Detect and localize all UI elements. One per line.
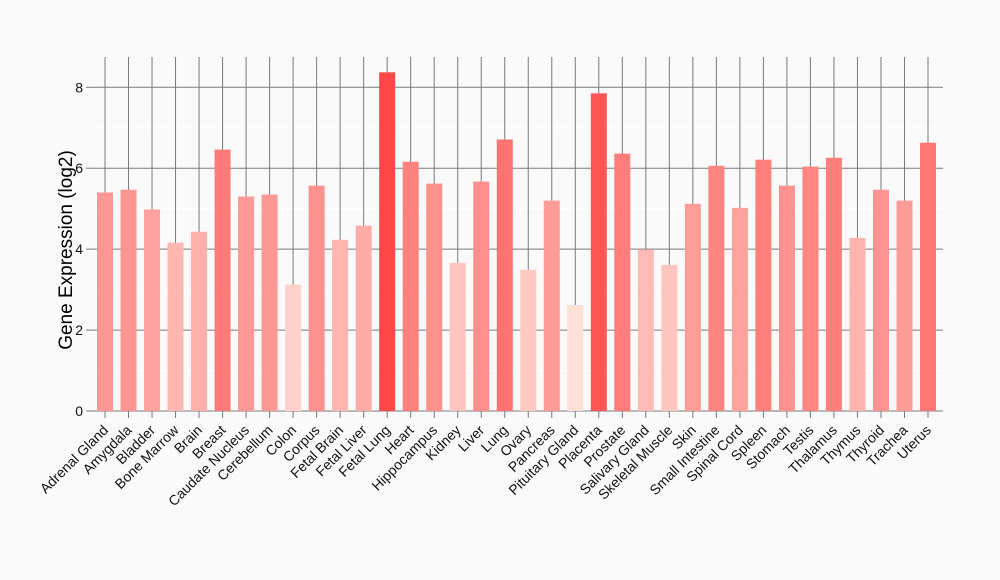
bar [543, 200, 560, 411]
bar [567, 304, 584, 411]
bar [520, 269, 537, 411]
bar [285, 284, 302, 411]
bar [261, 194, 278, 411]
bar [426, 183, 443, 411]
bars [97, 72, 936, 412]
bar [920, 142, 936, 411]
bar [167, 242, 184, 411]
bar [355, 225, 372, 411]
bar [731, 207, 748, 411]
bar [496, 139, 513, 411]
bar [872, 189, 889, 411]
bar [332, 239, 349, 411]
bar [449, 262, 466, 411]
bar [191, 231, 208, 411]
bar [308, 185, 325, 411]
bar [238, 196, 255, 411]
y-axis: 0 2 4 6 8 [75, 79, 92, 419]
bar [802, 166, 819, 411]
bar [614, 153, 631, 411]
bar [402, 161, 419, 411]
bar [214, 149, 231, 411]
y-tick-label: 8 [75, 79, 83, 95]
bar [849, 237, 866, 411]
bar [144, 209, 161, 411]
bar [661, 264, 678, 411]
y-tick-label: 0 [75, 403, 83, 419]
y-tick-label: 4 [75, 241, 83, 257]
bar [97, 192, 113, 411]
bar [778, 185, 795, 411]
y-tick-label: 2 [75, 322, 83, 338]
bar [473, 181, 490, 411]
bar [896, 200, 913, 411]
bar [379, 72, 396, 412]
bar [637, 249, 654, 411]
bar [708, 165, 725, 411]
bar [120, 189, 137, 411]
bar [755, 159, 772, 411]
bar [684, 203, 701, 411]
y-axis-label: Gene Expression (log2) [56, 150, 77, 350]
y-tick-label: 6 [75, 160, 83, 176]
bar [590, 93, 607, 411]
bar [825, 157, 842, 411]
